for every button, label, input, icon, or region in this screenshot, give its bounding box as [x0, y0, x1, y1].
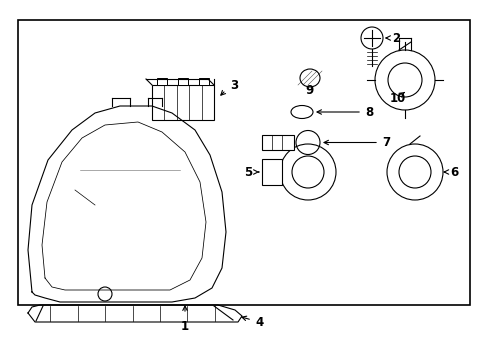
- Bar: [152, 85, 214, 120]
- Text: 5: 5: [243, 166, 251, 179]
- Bar: [262, 159, 282, 185]
- Bar: [198, 78, 208, 85]
- Text: 8: 8: [364, 105, 372, 118]
- Text: 2: 2: [391, 31, 399, 45]
- Text: 1: 1: [181, 320, 189, 333]
- Bar: [178, 78, 187, 85]
- Text: 9: 9: [305, 84, 313, 96]
- Text: 3: 3: [229, 78, 238, 91]
- Bar: [262, 135, 293, 150]
- Text: 4: 4: [254, 315, 263, 328]
- Text: 7: 7: [381, 136, 389, 149]
- Bar: [157, 78, 167, 85]
- Text: 10: 10: [389, 91, 406, 104]
- Bar: [18, 20, 469, 305]
- Text: 6: 6: [449, 166, 457, 179]
